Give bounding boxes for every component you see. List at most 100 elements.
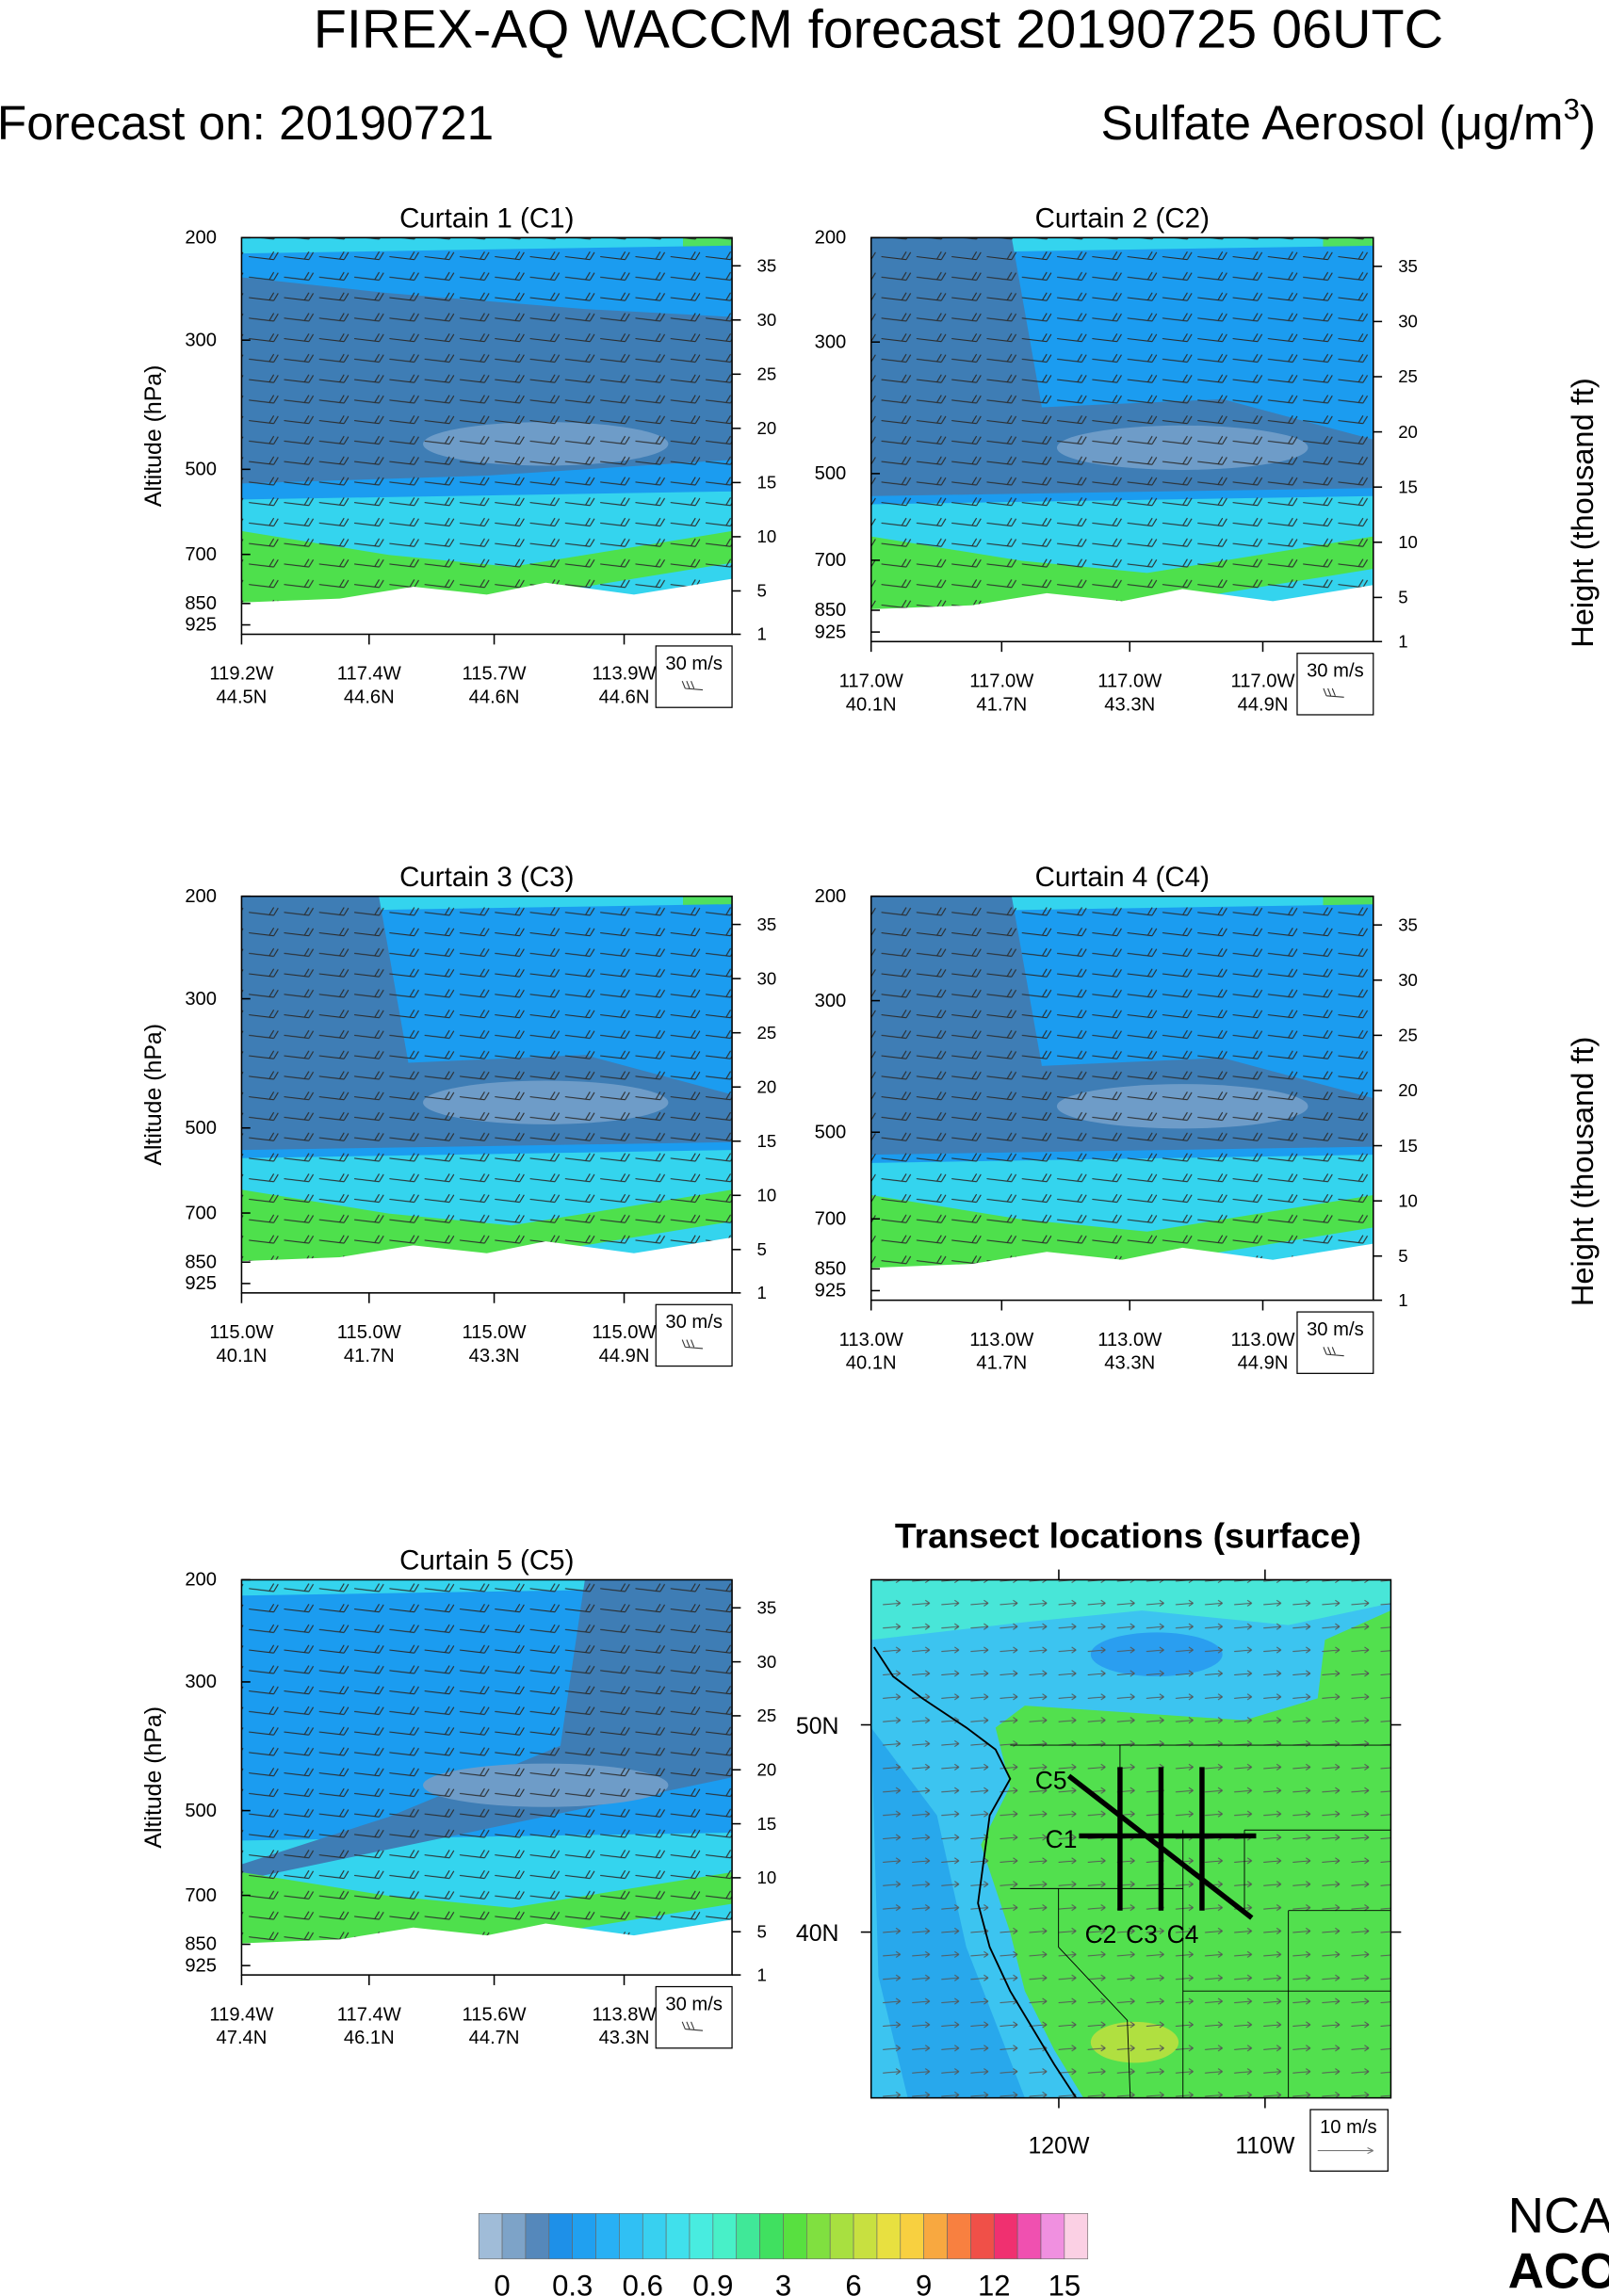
y2-tick-label: 20	[1398, 422, 1418, 442]
x-tick-lat: 44.6N	[344, 687, 395, 708]
colorbar-label: 0.9	[692, 2269, 733, 2296]
species-superscript: 3	[1564, 92, 1580, 125]
y2-tick-label: 35	[756, 914, 776, 934]
x-tick-lon: 115.0W	[209, 1322, 273, 1343]
y-tick-label: 700	[185, 1203, 217, 1223]
colorbar-box	[1064, 2213, 1089, 2259]
y-tick-label: 40N	[796, 1920, 839, 1947]
x-tick-lon: 113.0W	[969, 1330, 1033, 1350]
x-tick-lat: 40.1N	[846, 694, 897, 715]
x-tick-lat: 41.7N	[976, 1353, 1027, 1374]
wind-barbs	[241, 896, 733, 1293]
colorbar-box	[572, 2213, 596, 2259]
x-tick-lon: 113.0W	[1230, 1330, 1294, 1350]
curtain-title: Curtain 2 (C2)	[1035, 202, 1210, 234]
colorbar-box	[876, 2213, 902, 2259]
y-tick-label: 50N	[796, 1713, 839, 1739]
reference-label: 30 m/s	[1307, 661, 1364, 682]
x-tick-lat: 44.5N	[216, 687, 267, 708]
y-tick-label: 700	[815, 550, 847, 571]
x-tick-lat: 43.3N	[599, 2028, 650, 2048]
curtain-title: Curtain 5 (C5)	[399, 1545, 574, 1576]
x-tick-lon: 117.0W	[969, 671, 1033, 691]
y2-tick-label: 20	[756, 1759, 776, 1779]
y-tick-label: 925	[815, 1281, 847, 1302]
y2-tick-label: 1	[1398, 631, 1407, 651]
logo-line: ACO	[1508, 2244, 1609, 2296]
frame	[240, 236, 733, 636]
colorbar-box	[806, 2213, 831, 2259]
reference-label: 10 m/s	[1320, 2117, 1377, 2138]
colorbar-box	[478, 2213, 503, 2259]
y2-tick-label: 10	[1398, 532, 1418, 552]
y-tick-label: 925	[185, 615, 217, 636]
map-arrows	[870, 1579, 1391, 2098]
colorbar-label: 0.3	[552, 2269, 593, 2296]
frame	[870, 236, 1374, 643]
reference-barb	[681, 1339, 704, 1350]
reference-label: 30 m/s	[665, 1312, 723, 1333]
y-tick-label: 200	[185, 1570, 217, 1591]
reference-barb	[681, 681, 704, 691]
y-tick-label: 200	[815, 886, 847, 907]
y2-tick-label: 20	[756, 418, 776, 438]
curtain-field	[870, 896, 1373, 1301]
transect-label: C1	[1046, 1825, 1078, 1853]
y2-tick-label: 10	[756, 1186, 776, 1205]
x-tick-lon: 113.0W	[839, 1330, 903, 1350]
x-tick-lon: 113.9W	[592, 664, 656, 685]
y2-tick-label: 5	[1398, 1246, 1407, 1266]
y2-tick-label: 25	[756, 1023, 776, 1043]
transect-label: C2	[1085, 1920, 1117, 1948]
y2-tick-label: 35	[756, 1597, 776, 1617]
x-tick-lon: 117.4W	[337, 664, 401, 685]
x-tick-lon: 119.4W	[209, 2004, 273, 2025]
y2-tick-label: 30	[756, 310, 776, 330]
curtain-field	[241, 237, 733, 635]
colorbar-box	[736, 2213, 760, 2259]
curtain-title: Curtain 3 (C3)	[399, 862, 574, 893]
y-tick-label: 925	[185, 1955, 217, 1976]
x-tick-lat: 40.1N	[846, 1353, 897, 1374]
colorbar-label: 12	[978, 2269, 1011, 2296]
y2-tick-label: 35	[756, 255, 776, 275]
wind-barbs	[241, 1579, 733, 1976]
reference-label: 30 m/s	[665, 654, 723, 674]
colorbar-box	[759, 2213, 784, 2259]
terrain	[870, 585, 1373, 642]
y2-axis-label: Height (thousand ft)	[1565, 1037, 1600, 1307]
y2-tick-label: 5	[756, 581, 766, 601]
y2-tick-label: 5	[1398, 588, 1407, 607]
x-tick-lat: 47.4N	[216, 2028, 267, 2048]
y2-tick-label: 20	[1398, 1080, 1418, 1100]
x-tick-lat: 41.7N	[344, 1346, 395, 1366]
colorbar-box	[947, 2213, 971, 2259]
species: Sulfate Aerosol (μg/m3)	[1100, 92, 1596, 150]
logo-line: NCA	[1508, 2189, 1609, 2244]
y-tick-label: 500	[185, 460, 217, 480]
x-tick-lon: 113.0W	[1097, 1330, 1162, 1350]
x-tick-lat: 44.9N	[599, 1346, 650, 1366]
x-tick-lat: 44.6N	[469, 687, 520, 708]
colorbar-label: 3	[775, 2269, 791, 2296]
colorbar-box	[1040, 2213, 1065, 2259]
forecast-date: Forecast on: 20190721	[0, 96, 494, 150]
colorbar-box	[525, 2213, 550, 2259]
x-tick-lon: 117.0W	[1230, 671, 1294, 691]
map-title: Transect locations (surface)	[895, 1515, 1361, 1555]
colorbar-label: 15	[1048, 2269, 1081, 2296]
x-tick-lon: 115.7W	[463, 664, 527, 685]
y-tick-label: 300	[185, 330, 217, 350]
transect-label: C5	[1035, 1767, 1067, 1795]
frame	[870, 895, 1374, 1302]
y-tick-label: 850	[185, 1934, 217, 1955]
y-tick-label: 300	[815, 331, 847, 352]
y2-tick-label: 5	[756, 1921, 766, 1941]
y-tick-label: 300	[185, 989, 217, 1010]
y-tick-label: 700	[185, 1885, 217, 1906]
colorbar-box	[900, 2213, 924, 2259]
coastline	[873, 1646, 1078, 2098]
y-tick-label: 850	[815, 600, 847, 621]
y2-tick-label: 15	[756, 1814, 776, 1834]
y-tick-label: 200	[815, 228, 847, 249]
